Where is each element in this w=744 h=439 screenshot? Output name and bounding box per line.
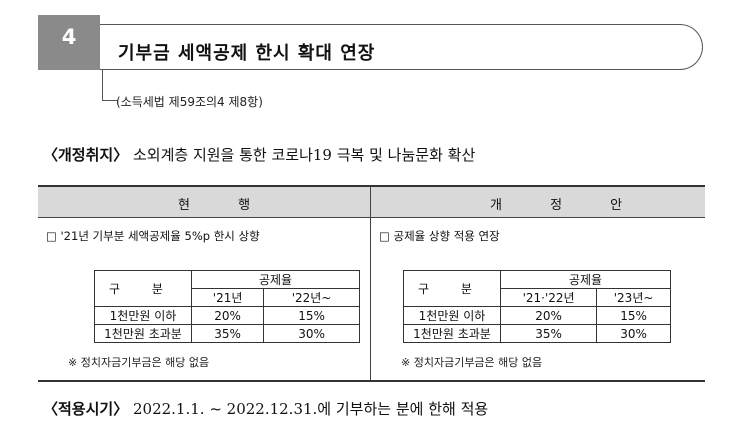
- purpose-label: 〈개정취지〉: [43, 146, 129, 164]
- apply-label: 〈적용시기〉: [43, 400, 129, 418]
- rate-table-rate-header: 공제율: [191, 270, 360, 289]
- section-title: 기부금 세액공제 한시 확대 연장: [118, 43, 376, 64]
- revised-bullet: □ 공제율 상향 적용 연장: [379, 229, 500, 243]
- rate-table-year: '21년: [190, 288, 265, 307]
- rate-value: 20%: [190, 306, 265, 325]
- current-law-header: 현 행: [178, 198, 273, 213]
- revision-purpose: 〈개정취지〉 소외계층 지원을 통한 코로나19 극복 및 나눔문화 확산: [43, 144, 475, 165]
- row-label: 1천만원 이하: [94, 306, 192, 325]
- revised-law-header: 개 정 안: [490, 198, 645, 213]
- revised-law-column: □ 공제율 상향 적용 연장 구 분 공제율 '21·'22년 '23년~ 1천…: [371, 217, 705, 380]
- rate-value: 35%: [190, 324, 265, 343]
- table-row: 1천만원 이하 20% 15%: [94, 306, 360, 325]
- row-label: 1천만원 초과분: [403, 324, 501, 343]
- section-number-badge: 4: [38, 15, 100, 70]
- apply-text: 2022.1.1. ~ 2022.12.31.에 기부하는 분에 한해 적용: [132, 400, 489, 418]
- title-frame: [100, 24, 703, 70]
- rate-value: 20%: [499, 306, 598, 325]
- rate-table-year: '22년~: [263, 288, 360, 307]
- law-ref-connector: [102, 70, 117, 101]
- revised-note: ※ 정치자금기부금은 해당 없음: [401, 356, 543, 369]
- rate-table-year: '23년~: [596, 288, 671, 307]
- table-row: 1천만원 초과분 35% 30%: [403, 324, 671, 343]
- current-bullet: □ '21년 기부분 세액공제율 5%p 한시 상향: [46, 229, 260, 243]
- revised-rate-table: 구 분 공제율 '21·'22년 '23년~ 1천만원 이하 20% 15% 1…: [403, 270, 671, 343]
- rate-value: 35%: [499, 324, 598, 343]
- rate-table-gubun-header: 구 분: [94, 270, 192, 307]
- purpose-text: 소외계층 지원을 통한 코로나19 극복 및 나눔문화 확산: [132, 146, 476, 164]
- rate-table-gubun-header: 구 분: [403, 270, 501, 307]
- rate-table-year: '21·'22년: [499, 288, 598, 307]
- column-divider: [370, 187, 371, 380]
- application-period: 〈적용시기〉 2022.1.1. ~ 2022.12.31.에 기부하는 분에 …: [43, 398, 488, 419]
- table-row: 1천만원 이하 20% 15%: [403, 306, 671, 325]
- rate-table-rate-header: 공제율: [500, 270, 671, 289]
- rate-value: 30%: [596, 324, 671, 343]
- current-law-column: □ '21년 기부분 세액공제율 5%p 한시 상향 구 분 공제율 '21년 …: [38, 217, 370, 380]
- rate-value: 30%: [263, 324, 360, 343]
- comparison-table: 현 행 개 정 안 □ '21년 기부분 세액공제율 5%p 한시 상향 구 분…: [38, 185, 705, 382]
- table-row: 1천만원 초과분 35% 30%: [94, 324, 360, 343]
- row-label: 1천만원 이하: [403, 306, 501, 325]
- current-note: ※ 정치자금기부금은 해당 없음: [68, 356, 210, 369]
- comparison-table-header: 현 행 개 정 안: [38, 187, 705, 218]
- rate-value: 15%: [263, 306, 360, 325]
- rate-value: 15%: [596, 306, 671, 325]
- law-reference: (소득세법 제59조의4 제8항): [116, 95, 263, 109]
- current-rate-table: 구 분 공제율 '21년 '22년~ 1천만원 이하 20% 15% 1천만원 …: [94, 270, 360, 343]
- row-label: 1천만원 초과분: [94, 324, 192, 343]
- section-number: 4: [61, 25, 77, 49]
